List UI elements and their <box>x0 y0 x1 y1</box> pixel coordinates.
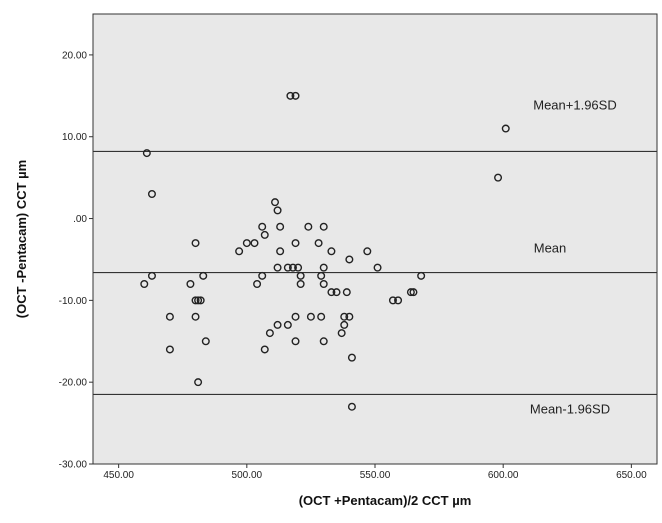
y-tick-label: 10.00 <box>62 132 87 143</box>
data-point <box>304 222 313 231</box>
data-point <box>271 198 280 207</box>
data-point <box>319 337 328 346</box>
data-point <box>347 353 356 362</box>
data-point <box>147 271 156 280</box>
data-point <box>319 263 328 272</box>
data-point <box>345 255 354 264</box>
data-point <box>273 320 282 329</box>
x-axis-ticks: 450.00 500.00 550.00 600.00 650.00 <box>103 464 647 481</box>
data-point <box>319 280 328 289</box>
data-point <box>273 263 282 272</box>
data-point <box>253 280 262 289</box>
data-point <box>291 239 300 248</box>
data-point <box>314 239 323 248</box>
data-point <box>327 247 336 256</box>
data-point <box>201 337 210 346</box>
data-point <box>319 222 328 231</box>
data-point <box>388 296 397 305</box>
data-point <box>199 271 208 280</box>
data-point <box>332 288 341 297</box>
data-point <box>345 312 354 321</box>
data-point <box>242 239 251 248</box>
data-point <box>250 239 259 248</box>
data-point <box>194 296 203 305</box>
data-point <box>147 189 156 198</box>
data-point <box>165 345 174 354</box>
x-tick-label: 600.00 <box>488 470 519 481</box>
data-point <box>191 239 200 248</box>
y-tick-label: 20.00 <box>62 50 87 61</box>
data-point <box>342 288 351 297</box>
data-point <box>296 280 305 289</box>
reference-line-label: Mean+1.96SD <box>533 97 616 112</box>
data-point <box>260 230 269 239</box>
data-point <box>406 288 415 297</box>
x-tick-label: 650.00 <box>616 470 647 481</box>
data-point <box>142 149 151 158</box>
data-point <box>373 263 382 272</box>
x-axis-title: (OCT +Pentacam)/2 CCT µm <box>299 493 472 508</box>
data-point <box>288 263 297 272</box>
data-point <box>196 296 205 305</box>
data-point <box>283 263 292 272</box>
reference-lines: Mean+1.96SD Mean Mean-1.96SD <box>93 97 657 416</box>
y-axis-title: (OCT -Pentacam) CCT µm <box>14 160 29 318</box>
y-tick-label: -30.00 <box>59 460 88 471</box>
data-point <box>296 271 305 280</box>
data-point <box>165 312 174 321</box>
data-point <box>258 222 267 231</box>
data-point <box>494 173 503 182</box>
data-point <box>306 312 315 321</box>
y-tick-label: -20.00 <box>59 378 88 389</box>
data-points <box>140 91 510 411</box>
data-point <box>347 402 356 411</box>
x-tick-label: 450.00 <box>103 470 134 481</box>
data-point <box>258 271 267 280</box>
data-point <box>283 320 292 329</box>
data-point <box>340 320 349 329</box>
x-tick-label: 500.00 <box>232 470 263 481</box>
reference-line-label: Mean <box>534 241 567 256</box>
data-point <box>417 271 426 280</box>
data-point <box>276 222 285 231</box>
data-point <box>337 329 346 338</box>
y-tick-label: -10.00 <box>59 296 88 307</box>
y-tick-label: .00 <box>73 214 87 225</box>
data-point <box>273 206 282 215</box>
data-point <box>286 91 295 100</box>
data-point <box>186 280 195 289</box>
data-point <box>363 247 372 256</box>
data-point <box>276 247 285 256</box>
data-point <box>260 345 269 354</box>
data-point <box>235 247 244 256</box>
data-point <box>501 124 510 133</box>
data-point <box>394 296 403 305</box>
reference-line-label: Mean-1.96SD <box>530 401 610 416</box>
data-point <box>265 329 274 338</box>
data-point <box>194 378 203 387</box>
data-point <box>340 312 349 321</box>
data-point <box>291 337 300 346</box>
plot-area <box>93 14 657 464</box>
data-point <box>327 288 336 297</box>
data-point <box>294 263 303 272</box>
data-point <box>317 271 326 280</box>
data-point <box>191 296 200 305</box>
data-point <box>291 312 300 321</box>
data-point <box>140 280 149 289</box>
data-point <box>409 288 418 297</box>
data-point <box>317 312 326 321</box>
y-axis-ticks: 20.00 10.00 .00 -10.00 -20.00 -30.00 <box>59 50 93 471</box>
data-point <box>191 312 200 321</box>
data-point <box>291 91 300 100</box>
x-tick-label: 550.00 <box>360 470 391 481</box>
